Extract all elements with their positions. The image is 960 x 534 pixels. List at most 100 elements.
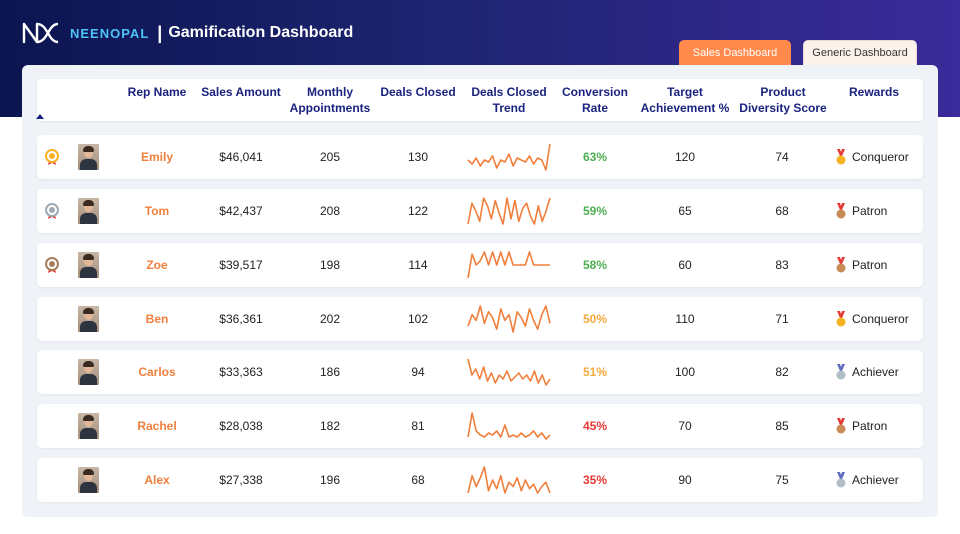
brand-name: NEENOPAL [70,25,150,41]
rep-name[interactable]: Emily [140,150,173,164]
tab-sales-dashboard[interactable]: Sales Dashboard [679,40,791,66]
sales-amount: $39,517 [219,258,263,272]
conversion-rate: 50% [582,312,608,326]
col-header-monthly-appointments[interactable]: Monthly Appointments [289,85,371,115]
table-row[interactable]: Zoe $39,517 198 114 58% 60 83 Patron [37,243,923,287]
deals-trend-sparkline [467,251,550,279]
bronze-medal-icon [836,257,846,273]
gold-medal-icon [836,311,846,327]
bronze-medal-icon [836,418,846,434]
deals-trend-sparkline [467,466,551,494]
sparkline-path [467,197,551,225]
monthly-appointments: 205 [319,150,341,164]
col-header-rewards[interactable]: Rewards [848,85,900,99]
deals-trend-sparkline [467,305,551,333]
table-row[interactable]: Tom $42,437 208 122 59% 65 68 Patron [37,189,923,233]
gold-rank-icon [45,149,59,165]
deals-trend-cell [465,404,553,448]
rank-medal-cell [37,135,67,179]
sparkline-path [467,305,551,333]
rep-photo-cell [75,189,101,233]
col-header-deals-closed[interactable]: Deals Closed [380,85,456,99]
avatar [77,467,99,493]
product-diversity-score: 68 [775,204,789,218]
target-achievement: 70 [678,419,692,433]
table-row[interactable]: Alex $27,338 196 68 35% 90 75 Achiever [37,458,923,502]
rep-name[interactable]: Ben [145,312,169,326]
product-diversity-score: 83 [775,258,789,272]
rep-name[interactable]: Rachel [137,419,177,433]
tab-generic-dashboard[interactable]: Generic Dashboard [803,40,917,66]
col-header-rep-name[interactable]: Rep Name [127,85,187,99]
reward-label: Patron [852,258,888,272]
deals-trend-sparkline [467,412,551,440]
monthly-appointments: 196 [319,473,341,487]
product-diversity-score: 75 [775,473,789,487]
sales-amount: $28,038 [219,419,263,433]
reward-label: Conqueror [852,312,909,326]
col-header-sales-amount[interactable]: Sales Amount [201,85,281,99]
sort-up-icon[interactable] [36,114,44,119]
target-achievement: 110 [675,312,695,326]
target-achievement: 100 [674,365,696,379]
sales-amount: $46,041 [219,150,263,164]
leaderboard-card [22,65,938,517]
product-diversity-score: 74 [775,150,789,164]
monthly-appointments: 208 [319,204,341,218]
rep-photo-cell [75,458,101,502]
app-logo: NEENOPAL | Gamification Dashboard [20,20,353,46]
reward-label: Achiever [852,473,899,487]
deals-closed: 81 [411,419,425,433]
col-header-target-achievement[interactable]: Target Achievement % [640,85,730,115]
rep-name[interactable]: Carlos [138,365,176,379]
sales-amount: $27,338 [219,473,263,487]
deals-trend-sparkline [467,197,551,225]
rep-name[interactable]: Tom [144,204,170,218]
conversion-rate: 51% [582,365,608,379]
deals-trend-cell [465,297,553,341]
table-row[interactable]: Ben $36,361 202 102 50% 110 71 Conqueror [37,297,923,341]
col-header-conversion-rate[interactable]: Conversion Rate [561,85,628,115]
avatar [77,306,99,332]
bronze-rank-icon [45,257,59,273]
sparkline-path [467,358,551,386]
product-diversity-score: 71 [775,312,789,326]
rep-name[interactable]: Zoe [146,258,168,272]
deals-trend-cell [465,350,553,394]
rep-photo-cell [75,297,101,341]
monthly-appointments: 202 [319,312,341,326]
avatar [77,144,99,170]
reward-cell: Achiever [835,458,923,502]
silver-medal-icon [836,364,846,380]
table-row[interactable]: Rachel $28,038 182 81 45% 70 85 Patron [37,404,923,448]
rep-name[interactable]: Alex [144,473,170,487]
deals-trend-sparkline [467,143,551,171]
col-header-product-diversity[interactable]: Product Diversity Score [739,85,827,115]
conversion-rate: 35% [582,473,608,487]
deals-closed: 130 [407,150,429,164]
conversion-rate: 63% [582,150,608,164]
rank-medal-cell [37,189,67,233]
rep-photo-cell [75,135,101,179]
rank-medal-cell [37,458,67,502]
sparkline-path [467,251,550,279]
table-row[interactable]: Carlos $33,363 186 94 51% 100 82 Achiever [37,350,923,394]
reward-label: Patron [852,204,888,218]
target-achievement: 65 [678,204,692,218]
deals-trend-cell [465,189,553,233]
conversion-rate: 45% [582,419,608,433]
rank-medal-cell [37,350,67,394]
deals-closed: 68 [411,473,425,487]
rep-photo-cell [75,243,101,287]
conversion-rate: 58% [582,258,608,272]
rank-medal-cell [37,297,67,341]
reward-label: Conqueror [852,150,909,164]
rank-medal-cell [37,404,67,448]
gold-medal-icon [836,149,846,165]
table-row[interactable]: Emily $46,041 205 130 63% 120 74 Conqueror [37,135,923,179]
sparkline-path [467,412,551,440]
monthly-appointments: 198 [319,258,341,272]
title-separator: | [157,22,163,43]
deals-closed: 94 [411,365,425,379]
col-header-deals-closed-trend[interactable]: Deals Closed Trend [471,85,547,115]
